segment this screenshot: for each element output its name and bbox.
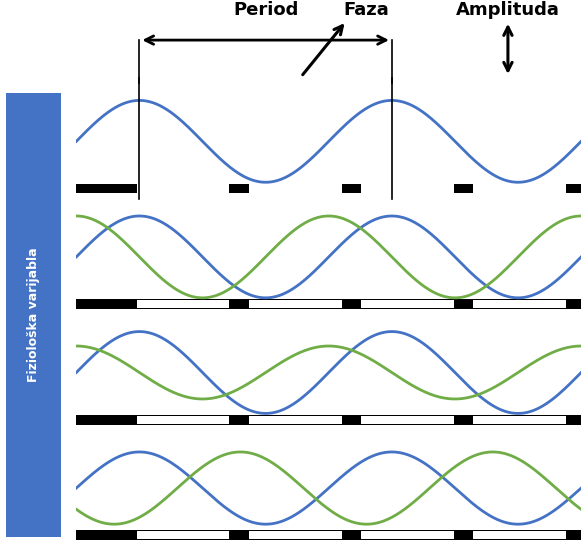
Bar xyxy=(474,531,566,539)
Bar xyxy=(76,530,581,540)
Bar xyxy=(361,416,454,424)
Bar xyxy=(361,300,454,308)
Bar xyxy=(361,531,454,539)
Text: Faza: Faza xyxy=(344,1,389,19)
Bar xyxy=(474,416,566,424)
Text: Period: Period xyxy=(233,1,298,19)
Bar xyxy=(76,299,581,309)
Bar xyxy=(137,184,230,193)
Bar xyxy=(76,184,581,193)
Bar xyxy=(249,184,342,193)
Bar xyxy=(137,416,230,424)
Bar xyxy=(76,415,581,424)
Bar xyxy=(249,531,342,539)
Bar xyxy=(474,184,566,193)
Bar xyxy=(137,531,230,539)
Bar xyxy=(474,300,566,308)
Bar xyxy=(137,300,230,308)
Bar xyxy=(249,300,342,308)
Text: Amplituda: Amplituda xyxy=(456,1,560,19)
Text: Fiziološka varijabla: Fiziološka varijabla xyxy=(27,247,41,382)
Bar xyxy=(361,184,454,193)
Bar xyxy=(249,416,342,424)
